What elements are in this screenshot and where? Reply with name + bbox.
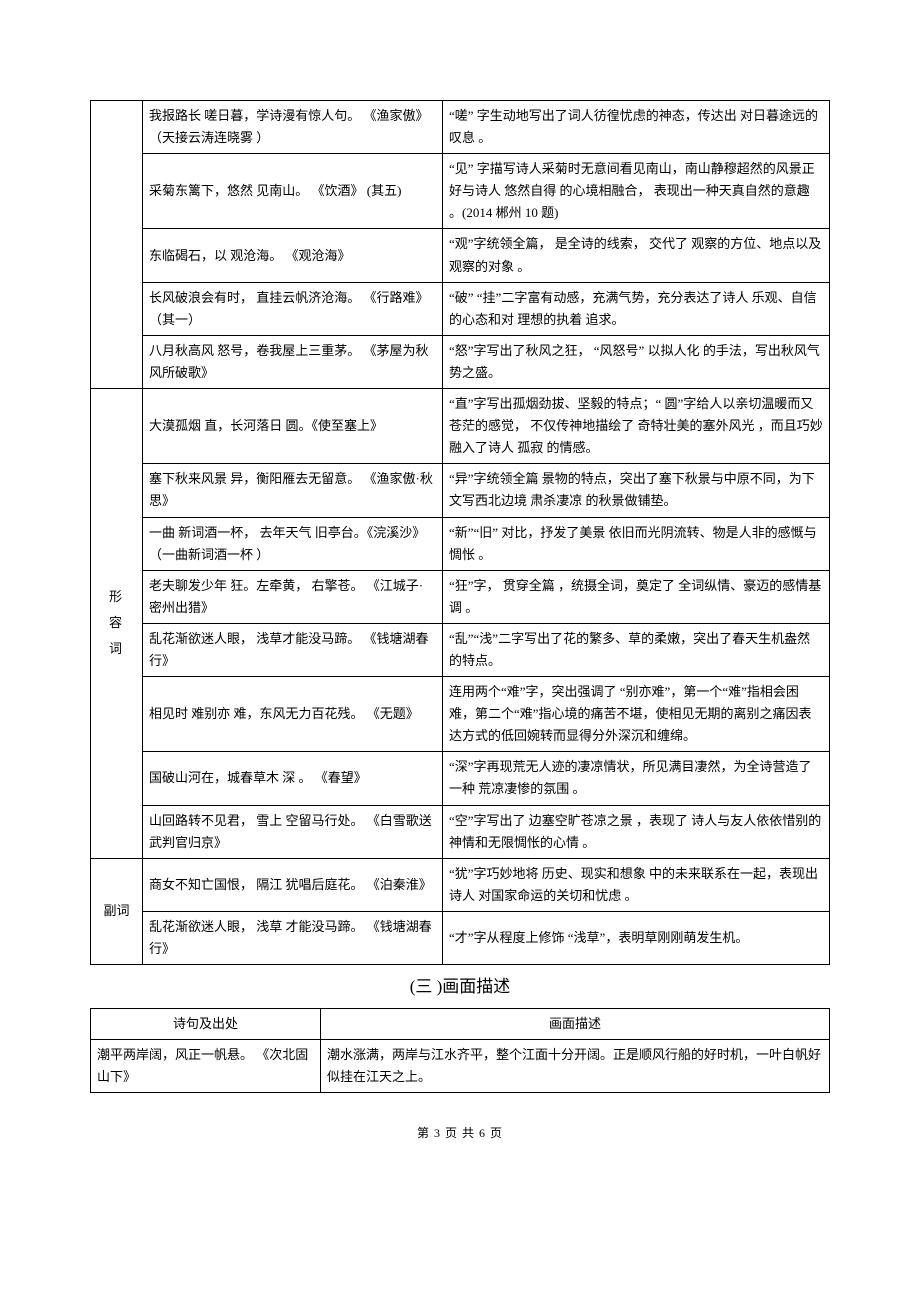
category-cell-adverb: 副词 bbox=[91, 858, 143, 964]
verse-cell: 大漠孤烟 直，长河落日 圆。《使至塞上》 bbox=[143, 389, 443, 464]
table-row: 八月秋高风 怒号，卷我屋上三重茅。 《茅屋为秋风所破歌》 “怒”字写出了秋风之狂… bbox=[91, 335, 830, 388]
header-description: 画面描述 bbox=[321, 1008, 830, 1039]
verse-cell: 山回路转不见君， 雪上 空留马行处。 《白雪歌送武判官归京》 bbox=[143, 805, 443, 858]
analysis-cell: “新”“旧” 对比，抒发了美景 依旧而光阴流转、物是人非的感慨与惆怅 。 bbox=[443, 517, 830, 570]
verse-cell: 一曲 新词酒一杯， 去年天气 旧亭台。《浣溪沙》（一曲新词酒一杯 ） bbox=[143, 517, 443, 570]
analysis-cell: “破” “挂”二字富有动感，充满气势，充分表达了诗人 乐观、自信 的心态和对 理… bbox=[443, 282, 830, 335]
analysis-cell: 连用两个“难”字，突出强调了 “别亦难”，第一个“难”指相会困难，第二个“难”指… bbox=[443, 677, 830, 752]
analysis-cell: “乱”“浅”二字写出了花的繁多、草的柔嫩，突出了春天生机盎然的特点。 bbox=[443, 623, 830, 676]
table-row: 山回路转不见君， 雪上 空留马行处。 《白雪歌送武判官归京》 “空”字写出了 边… bbox=[91, 805, 830, 858]
analysis-cell: “异”字统领全篇 景物的特点，突出了塞下秋景与中原不同，为下文写西北边境 肃杀凄… bbox=[443, 464, 830, 517]
verse-cell: 老夫聊发少年 狂。左牵黄， 右擎苍。 《江城子·密州出猎》 bbox=[143, 570, 443, 623]
verse-cell: 八月秋高风 怒号，卷我屋上三重茅。 《茅屋为秋风所破歌》 bbox=[143, 335, 443, 388]
analysis-cell: “嗟” 字生动地写出了词人彷徨忧虑的神态，传达出 对日暮途远的叹息 。 bbox=[443, 101, 830, 154]
table-row: 乱花渐欲迷人眼， 浅草才能没马蹄。 《钱塘湖春行》 “乱”“浅”二字写出了花的繁… bbox=[91, 623, 830, 676]
verse-cell: 乱花渐欲迷人眼， 浅草 才能没马蹄。 《钱塘湖春行》 bbox=[143, 911, 443, 964]
verse-cell: 潮平两岸阔，风正一帆悬。 《次北固山下》 bbox=[91, 1040, 321, 1093]
table-row: 形容词 大漠孤烟 直，长河落日 圆。《使至塞上》 “直”字写出孤烟劲拔、坚毅的特… bbox=[91, 389, 830, 464]
table-row: 塞下秋来风景 异，衡阳雁去无留意。 《渔家傲·秋思》 “异”字统领全篇 景物的特… bbox=[91, 464, 830, 517]
verse-cell: 商女不知亡国恨， 隔江 犹唱后庭花。 《泊秦淮》 bbox=[143, 858, 443, 911]
analysis-cell: “才”字从程度上修饰 “浅草”，表明草刚刚萌发生机。 bbox=[443, 911, 830, 964]
table-row: 长风破浪会有时， 直挂云帆济沧海。 《行路难》（其一） “破” “挂”二字富有动… bbox=[91, 282, 830, 335]
analysis-table: 我报路长 嗟日暮，学诗漫有惊人句。 《渔家傲》（天接云涛连晓雾 ） “嗟” 字生… bbox=[90, 100, 830, 965]
table-row: 副词 商女不知亡国恨， 隔江 犹唱后庭花。 《泊秦淮》 “犹”字巧妙地将 历史、… bbox=[91, 858, 830, 911]
analysis-cell: “观”字统领全篇， 是全诗的线索， 交代了 观察的方位、地点以及观察的对象 。 bbox=[443, 229, 830, 282]
verse-cell: 我报路长 嗟日暮，学诗漫有惊人句。 《渔家傲》（天接云涛连晓雾 ） bbox=[143, 101, 443, 154]
category-label: 形容词 bbox=[97, 584, 136, 662]
verse-cell: 塞下秋来风景 异，衡阳雁去无留意。 《渔家傲·秋思》 bbox=[143, 464, 443, 517]
analysis-cell: “怒”字写出了秋风之狂， “风怒号” 以拟人化 的手法，写出秋风气势之盛。 bbox=[443, 335, 830, 388]
analysis-cell: “犹”字巧妙地将 历史、现实和想象 中的未来联系在一起，表现出诗人 对国家命运的… bbox=[443, 858, 830, 911]
section-title: (三 )画面描述 bbox=[90, 973, 830, 1002]
header-verse: 诗句及出处 bbox=[91, 1008, 321, 1039]
verse-cell: 乱花渐欲迷人眼， 浅草才能没马蹄。 《钱塘湖春行》 bbox=[143, 623, 443, 676]
verse-cell: 东临碣石，以 观沧海。 《观沧海》 bbox=[143, 229, 443, 282]
verse-cell: 相见时 难别亦 难，东风无力百花残。 《无题》 bbox=[143, 677, 443, 752]
table-row: 国破山河在，城春草木 深 。 《春望》 “深”字再现荒无人迹的凄凉情状，所见满目… bbox=[91, 752, 830, 805]
analysis-cell: “直”字写出孤烟劲拔、坚毅的特点；“ 圆”字给人以亲切温暖而又苍茫的感觉， 不仅… bbox=[443, 389, 830, 464]
analysis-cell: “空”字写出了 边塞空旷苍凉之景 ，表现了 诗人与友人依依惜别的神情和无限惆怅的… bbox=[443, 805, 830, 858]
category-cell-adjective: 形容词 bbox=[91, 389, 143, 859]
analysis-cell: “见” 字描写诗人采菊时无意间看见南山，南山静穆超然的风景正好与诗人 悠然自得 … bbox=[443, 154, 830, 229]
analysis-cell: “深”字再现荒无人迹的凄凉情状，所见满目凄然，为全诗营造了一种 荒凉凄惨的氛围 … bbox=[443, 752, 830, 805]
table-row: 老夫聊发少年 狂。左牵黄， 右擎苍。 《江城子·密州出猎》 “狂”字， 贯穿全篇… bbox=[91, 570, 830, 623]
category-cell-continuation bbox=[91, 101, 143, 389]
analysis-cell: “狂”字， 贯穿全篇 ，统摄全词，奠定了 全词纵情、豪迈的感情基调 。 bbox=[443, 570, 830, 623]
table-row: 东临碣石，以 观沧海。 《观沧海》 “观”字统领全篇， 是全诗的线索， 交代了 … bbox=[91, 229, 830, 282]
verse-cell: 国破山河在，城春草木 深 。 《春望》 bbox=[143, 752, 443, 805]
table-row: 我报路长 嗟日暮，学诗漫有惊人句。 《渔家傲》（天接云涛连晓雾 ） “嗟” 字生… bbox=[91, 101, 830, 154]
verse-cell: 长风破浪会有时， 直挂云帆济沧海。 《行路难》（其一） bbox=[143, 282, 443, 335]
page-footer: 第 3 页 共 6 页 bbox=[90, 1123, 830, 1143]
table-row: 采菊东篱下，悠然 见南山。 《饮酒》 (其五) “见” 字描写诗人采菊时无意间看… bbox=[91, 154, 830, 229]
table-row: 相见时 难别亦 难，东风无力百花残。 《无题》 连用两个“难”字，突出强调了 “… bbox=[91, 677, 830, 752]
description-table: 诗句及出处 画面描述 潮平两岸阔，风正一帆悬。 《次北固山下》 潮水涨满，两岸与… bbox=[90, 1008, 830, 1093]
verse-cell: 采菊东篱下，悠然 见南山。 《饮酒》 (其五) bbox=[143, 154, 443, 229]
category-label: 副词 bbox=[97, 900, 136, 922]
table-row: 一曲 新词酒一杯， 去年天气 旧亭台。《浣溪沙》（一曲新词酒一杯 ） “新”“旧… bbox=[91, 517, 830, 570]
table-row: 潮平两岸阔，风正一帆悬。 《次北固山下》 潮水涨满，两岸与江水齐平，整个江面十分… bbox=[91, 1040, 830, 1093]
description-cell: 潮水涨满，两岸与江水齐平，整个江面十分开阔。正是顺风行船的好时机，一叶白帆好似挂… bbox=[321, 1040, 830, 1093]
table-row: 乱花渐欲迷人眼， 浅草 才能没马蹄。 《钱塘湖春行》 “才”字从程度上修饰 “浅… bbox=[91, 911, 830, 964]
table-header-row: 诗句及出处 画面描述 bbox=[91, 1008, 830, 1039]
